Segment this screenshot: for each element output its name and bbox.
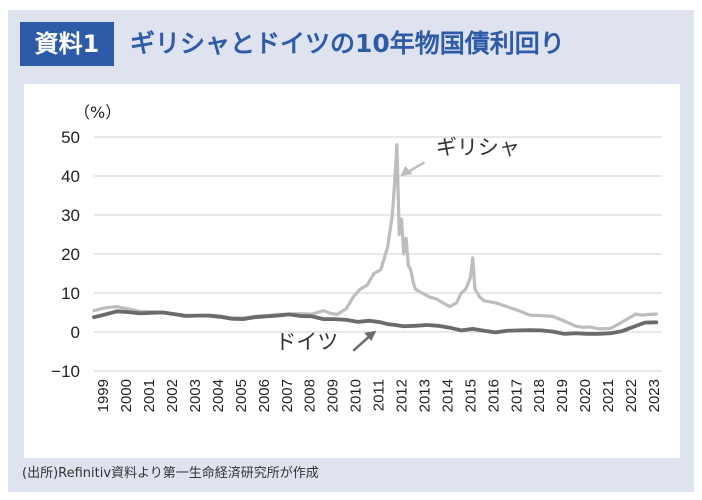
chart-title: ギリシャとドイツの10年物国債利回り bbox=[130, 29, 565, 58]
x-tick-label: 2016 bbox=[485, 379, 502, 412]
series-line-germany bbox=[92, 309, 659, 336]
y-tick-label: 50 bbox=[61, 128, 80, 147]
x-tick-label: 2021 bbox=[600, 379, 617, 412]
y-axis-unit: （%） bbox=[74, 103, 121, 122]
germany-annotation-label: ドイツ bbox=[275, 330, 338, 354]
greece-annotation-arrowhead bbox=[400, 166, 413, 176]
germany-annotation-arrowhead bbox=[364, 330, 377, 341]
x-tick-label: 2020 bbox=[577, 379, 594, 412]
x-tick-label: 2011 bbox=[371, 379, 388, 411]
x-tick-label: 2001 bbox=[141, 379, 158, 412]
greece-annotation-label: ギリシャ bbox=[436, 136, 520, 160]
y-tick-label: 10 bbox=[61, 284, 80, 303]
x-tick-label: 2010 bbox=[348, 379, 365, 412]
x-tick-label: 2000 bbox=[118, 379, 135, 412]
x-tick-label: 2004 bbox=[210, 379, 227, 412]
x-tick-label: 2015 bbox=[462, 379, 479, 412]
x-tick-label: 2002 bbox=[164, 379, 181, 412]
y-tick-label: 30 bbox=[61, 206, 80, 225]
x-tick-label: 2009 bbox=[325, 379, 342, 412]
series-line-greece bbox=[92, 143, 658, 331]
x-tick-label: 2017 bbox=[508, 379, 525, 412]
x-tick-label: 2013 bbox=[416, 379, 433, 412]
x-tick-label: 2005 bbox=[233, 379, 250, 412]
x-tick-label: 2019 bbox=[554, 379, 571, 412]
x-tick-label: 2014 bbox=[439, 379, 456, 412]
x-tick-label: 2006 bbox=[256, 379, 273, 412]
x-tick-label: 1999 bbox=[95, 379, 112, 412]
x-tick-label: 2003 bbox=[187, 379, 204, 412]
x-tick-label: 2012 bbox=[394, 379, 411, 412]
x-tick-label: 2023 bbox=[646, 379, 663, 412]
y-tick-label: −10 bbox=[51, 362, 80, 381]
y-tick-label: 20 bbox=[61, 245, 80, 264]
x-tick-label: 2018 bbox=[531, 379, 548, 412]
source-note: (出所)Refinitiv資料より第一生命経済研究所が作成 bbox=[22, 466, 319, 481]
x-tick-label: 2022 bbox=[623, 379, 640, 412]
plot-panel: 50 40 30 20 10 0 −10 （%） 1999 2000 2001 2002 2003 200… bbox=[24, 84, 680, 458]
y-tick-label: 0 bbox=[71, 323, 80, 342]
y-tick-label: 40 bbox=[61, 167, 80, 186]
figure-badge: 資料1 bbox=[20, 22, 114, 66]
x-tick-label: 2008 bbox=[302, 379, 319, 412]
x-tick-label: 2007 bbox=[279, 379, 296, 412]
